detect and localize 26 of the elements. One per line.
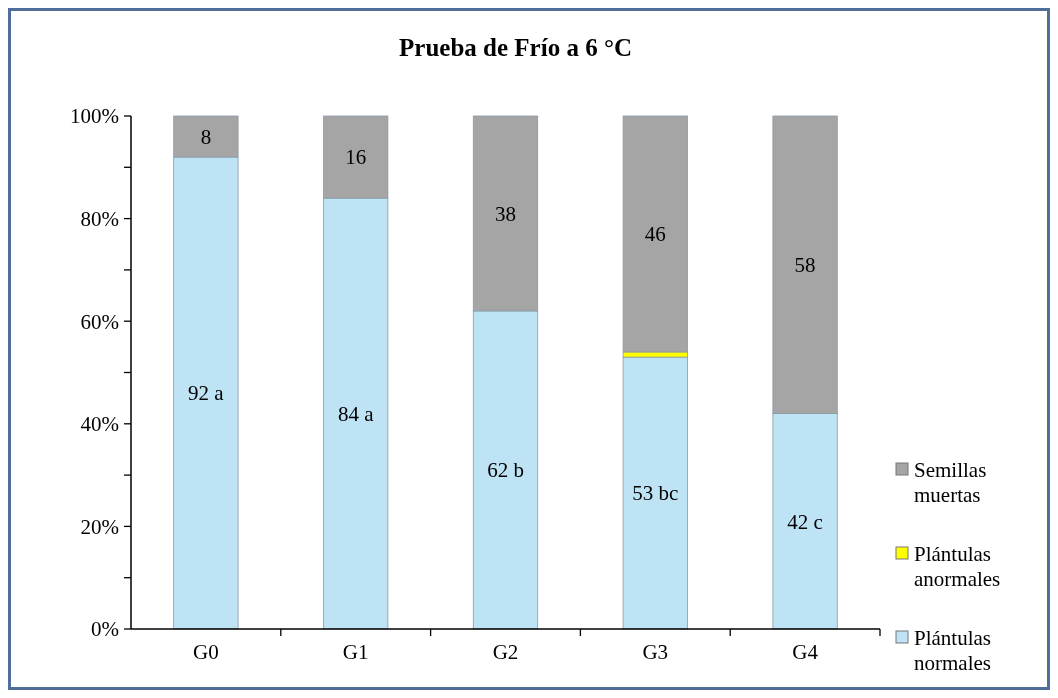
x-tick-label: G3 bbox=[642, 640, 669, 664]
y-tick-label: 0% bbox=[91, 617, 119, 642]
legend-label: Semillas muertas bbox=[914, 458, 987, 507]
x-tick-label: G0 bbox=[193, 640, 219, 664]
x-tick-label: G4 bbox=[792, 640, 819, 664]
x-tick-label: G1 bbox=[342, 640, 369, 664]
data-label: 16 bbox=[345, 145, 367, 170]
y-tick-label: 80% bbox=[80, 206, 119, 231]
bar bbox=[622, 356, 688, 630]
y-tick-label: 60% bbox=[80, 309, 119, 334]
data-label: 84 a bbox=[337, 401, 375, 426]
data-label: 53 bc bbox=[632, 481, 679, 506]
x-tick-label: G2 bbox=[492, 640, 519, 664]
chart-title: Prueba de Frío a 6 °C bbox=[399, 34, 632, 61]
y-tick-label: 100% bbox=[70, 104, 119, 129]
data-label: 8 bbox=[200, 124, 212, 149]
data-label: 58 bbox=[794, 253, 816, 278]
data-label: 38 bbox=[495, 201, 516, 226]
data-label: 46 bbox=[644, 222, 666, 247]
y-tick-label: 20% bbox=[80, 514, 119, 539]
legend-label: Plántulas anormales bbox=[914, 542, 1001, 591]
data-label: 62 b bbox=[487, 458, 524, 483]
data-label: 92 a bbox=[188, 381, 225, 406]
legend-label: Plántulas normales bbox=[914, 626, 991, 675]
y-tick-label: 40% bbox=[80, 412, 119, 437]
data-label: 42 c bbox=[787, 509, 823, 534]
